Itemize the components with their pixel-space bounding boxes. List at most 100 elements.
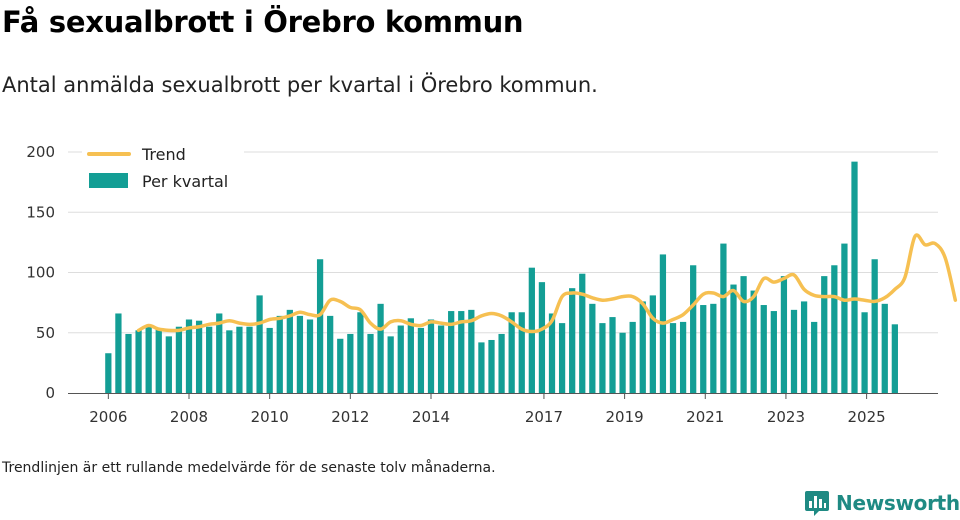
newsworthy-logo-icon: [805, 491, 829, 516]
bar: [427, 319, 435, 393]
bar: [629, 321, 636, 393]
bar: [286, 309, 293, 393]
bar: [337, 338, 344, 393]
bar: [851, 161, 858, 393]
y-tick-label: 150: [26, 203, 55, 221]
x-tick-label: 2006: [89, 408, 127, 426]
bar: [216, 313, 223, 393]
chart: 0 50 100 150 200 2006 2008 2010 2012 2014 2017 201…: [26, 140, 958, 426]
bar: [105, 353, 112, 393]
legend-background: [82, 140, 244, 200]
y-tick-label: 200: [26, 143, 55, 161]
bar: [871, 259, 878, 393]
bar: [609, 317, 616, 393]
bar: [538, 282, 546, 393]
brand-name: Newsworthy: [836, 491, 960, 515]
bar: [266, 327, 273, 393]
bar: [679, 321, 687, 393]
bar: [861, 312, 868, 393]
y-tick-label: 100: [26, 264, 55, 282]
bar: [720, 243, 727, 393]
bar: [750, 290, 757, 393]
bar: [649, 295, 656, 393]
y-tick-label: 50: [36, 324, 55, 342]
bar: [639, 301, 646, 393]
bar: [316, 259, 324, 393]
bar: [488, 339, 495, 393]
x-tick-label: 2019: [606, 408, 644, 426]
bar: [548, 313, 556, 393]
bar: [367, 333, 374, 393]
trend-series: [136, 233, 958, 334]
x-axis: 2006 2008 2010 2012 2014 2017 2019 2021 2023 2025: [68, 393, 938, 426]
bar: [195, 320, 203, 393]
bar: [821, 276, 828, 393]
bar: [145, 326, 152, 393]
x-tick-label: 2012: [331, 408, 369, 426]
bar: [831, 265, 838, 393]
bar-series: [105, 161, 898, 393]
bar: [246, 326, 253, 393]
bar: [306, 319, 314, 393]
bar: [226, 330, 233, 393]
chart-title: Få sexualbrott i Örebro kommun: [2, 5, 524, 39]
bar: [740, 276, 747, 393]
bar: [347, 333, 354, 393]
bar: [185, 319, 193, 393]
legend: Trend Per kvartal: [82, 140, 244, 200]
bar: [407, 318, 414, 393]
x-tick-label: 2014: [412, 408, 450, 426]
bar: [770, 311, 777, 393]
legend-bar-swatch: [89, 173, 128, 188]
bar: [579, 273, 586, 393]
bar: [115, 313, 122, 393]
bar: [558, 323, 566, 393]
trend-line: [136, 233, 958, 334]
bar: [589, 303, 596, 393]
bar: [790, 309, 798, 393]
y-tick-label: 0: [45, 384, 55, 402]
bar: [296, 315, 304, 393]
bar: [437, 325, 445, 393]
bar: [327, 315, 334, 393]
bar: [206, 326, 213, 393]
bar: [760, 305, 767, 393]
bar: [135, 330, 142, 393]
bar: [881, 303, 888, 393]
bar: [700, 305, 707, 393]
x-tick-label: 2023: [767, 408, 805, 426]
bar: [125, 333, 132, 393]
brand-logo: Newsworthy: [804, 488, 960, 518]
bar: [256, 295, 263, 393]
legend-trend-label: Trend: [141, 145, 186, 164]
x-tick-label: 2025: [848, 408, 886, 426]
bar: [710, 303, 717, 393]
bar: [276, 315, 283, 393]
bar: [669, 323, 677, 393]
bar: [780, 276, 788, 393]
x-tick-label: 2021: [686, 408, 724, 426]
bar: [569, 288, 576, 393]
bar: [458, 311, 465, 393]
bar: [619, 332, 626, 393]
bar: [175, 326, 183, 393]
bar: [387, 336, 394, 393]
bar: [357, 312, 364, 393]
bar: [448, 311, 455, 393]
bar: [377, 303, 384, 393]
bar: [599, 323, 606, 393]
bar: [891, 324, 898, 393]
y-axis-tick-labels: 0 50 100 150 200: [26, 143, 55, 402]
footnote: Trendlinjen är ett rullande medelvärde f…: [2, 460, 496, 476]
bar: [236, 326, 243, 393]
bar: [478, 342, 485, 393]
bar: [155, 329, 162, 393]
bar: [730, 284, 737, 393]
bar: [841, 243, 848, 393]
bar: [468, 309, 475, 393]
bar: [397, 325, 404, 393]
x-tick-label: 2008: [170, 408, 208, 426]
bar: [508, 312, 515, 393]
bar: [811, 321, 818, 393]
chart-subtitle: Antal anmälda sexualbrott per kvartal i …: [2, 73, 598, 97]
